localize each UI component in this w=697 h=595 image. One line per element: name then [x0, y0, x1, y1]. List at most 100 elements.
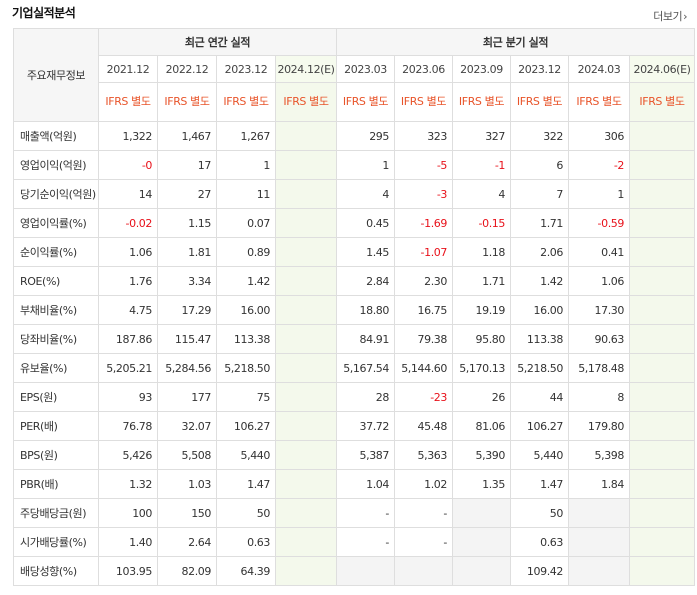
period-header: 2024.06(E) — [629, 55, 695, 83]
table-cell: 306 — [568, 121, 630, 151]
table-cell: 82.09 — [157, 556, 217, 586]
table-cell: 0.07 — [216, 208, 276, 238]
table-cell — [452, 498, 511, 528]
row-label[interactable]: 영업이익률(%) — [13, 208, 99, 238]
table-cell: 1.15 — [157, 208, 217, 238]
table-cell: 150 — [157, 498, 217, 528]
table-cell — [275, 237, 337, 267]
table-cell: -3 — [394, 179, 453, 209]
more-link[interactable]: 더보기› — [653, 8, 687, 24]
row-label[interactable]: 순이익률(%) — [13, 237, 99, 267]
table-cell: 17 — [157, 150, 217, 180]
table-cell: -23 — [394, 382, 453, 412]
table-cell: 4 — [452, 179, 511, 209]
table-cell: - — [336, 498, 395, 528]
table-cell: 1.02 — [394, 469, 453, 499]
row-label[interactable]: 매출액(억원) — [13, 121, 99, 151]
table-cell: 0.63 — [510, 527, 569, 557]
table-cell — [275, 469, 337, 499]
table-cell — [394, 556, 453, 586]
row-label[interactable]: 영업이익(억원) — [13, 150, 99, 180]
period-header: 2023.12 — [510, 55, 569, 83]
table-cell: 103.95 — [98, 556, 158, 586]
table-cell — [275, 411, 337, 441]
table-cell: 5,426 — [98, 440, 158, 470]
table-cell: 106.27 — [216, 411, 276, 441]
table-cell: 5,167.54 — [336, 353, 395, 383]
table-cell: 1.71 — [452, 266, 511, 296]
table-cell: - — [394, 498, 453, 528]
table-row: 시가배당률(%) 1.40 2.64 0.63- -0.63 — [13, 527, 695, 557]
table-cell: 5,218.50 — [216, 353, 276, 383]
table-row: 당기순이익(억원) 14 27 11 4 -3 4 7 1 — [13, 179, 695, 209]
table-cell: 5,170.13 — [452, 353, 511, 383]
row-label[interactable]: 배당성향(%) — [13, 556, 99, 586]
table-cell: 79.38 — [394, 324, 453, 354]
table-cell: 17.29 — [157, 295, 217, 325]
table-cell: 5,440 — [216, 440, 276, 470]
table-cell: 5,178.48 — [568, 353, 630, 383]
row-label[interactable]: PBR(배) — [13, 469, 99, 499]
table-cell — [629, 324, 695, 354]
row-label[interactable]: 부채비율(%) — [13, 295, 99, 325]
table-cell: -5 — [394, 150, 453, 180]
table-cell — [629, 527, 695, 557]
table-cell: 50 — [510, 498, 569, 528]
table-cell: 323 — [394, 121, 453, 151]
table-cell: 81.06 — [452, 411, 511, 441]
table-cell: 1.04 — [336, 469, 395, 499]
table-cell: 1.47 — [510, 469, 569, 499]
period-header: 2021.12 — [98, 55, 158, 83]
row-label[interactable]: 시가배당률(%) — [13, 527, 99, 557]
table-cell — [629, 179, 695, 209]
table-cell: -0.59 — [568, 208, 630, 238]
row-label[interactable]: 주당배당금(원) — [13, 498, 99, 528]
table-cell: 50 — [216, 498, 276, 528]
table-cell — [629, 382, 695, 412]
table-cell — [629, 556, 695, 586]
table-row: 순이익률(%) 1.06 1.81 0.89 1.45 -1.07 1.18 2.06 0.41 — [13, 237, 695, 267]
row-label[interactable]: 당기순이익(억원) — [13, 179, 99, 209]
row-label[interactable]: 유보율(%) — [13, 353, 99, 383]
table-cell — [629, 208, 695, 238]
table-cell: 16.75 — [394, 295, 453, 325]
table-cell: 90.63 — [568, 324, 630, 354]
table-cell: - — [394, 527, 453, 557]
table-cell: 1.06 — [98, 237, 158, 267]
table-cell: 2.64 — [157, 527, 217, 557]
table-cell: 64.39 — [216, 556, 276, 586]
table-cell: 1.47 — [216, 469, 276, 499]
table-cell — [452, 527, 511, 557]
table-cell: 0.41 — [568, 237, 630, 267]
table-cell: 5,144.60 — [394, 353, 453, 383]
basis-header: IFRS 별도 — [98, 82, 158, 122]
table-cell: 1.18 — [452, 237, 511, 267]
chevron-right-icon: › — [683, 10, 687, 23]
table-cell: 17.30 — [568, 295, 630, 325]
table-cell: 37.72 — [336, 411, 395, 441]
table-cell: 0.45 — [336, 208, 395, 238]
table-cell: 7 — [510, 179, 569, 209]
table-cell — [568, 527, 630, 557]
table-cell: 5,508 — [157, 440, 217, 470]
basis-header: IFRS 별도 — [510, 82, 569, 122]
table-cell: 8 — [568, 382, 630, 412]
period-header: 2023.06 — [394, 55, 453, 83]
table-cell: 93 — [98, 382, 158, 412]
row-label[interactable]: 당좌비율(%) — [13, 324, 99, 354]
row-label[interactable]: PER(배) — [13, 411, 99, 441]
table-row: 당좌비율(%) 187.86 115.47 113.38 84.91 79.38 95.80… — [13, 324, 695, 354]
row-label[interactable]: EPS(원) — [13, 382, 99, 412]
table-cell: 113.38 — [216, 324, 276, 354]
table-row: ROE(%) 1.76 3.34 1.42 2.84 2.30 1.71 1.42 1.06 — [13, 266, 695, 296]
table-cell: 5,387 — [336, 440, 395, 470]
period-header: 2024.12(E) — [275, 55, 337, 83]
row-label[interactable]: BPS(원) — [13, 440, 99, 470]
table-cell: 1.32 — [98, 469, 158, 499]
section-title: 기업실적분석 — [12, 6, 76, 20]
table-cell: -1 — [452, 150, 511, 180]
table-cell: 76.78 — [98, 411, 158, 441]
table-cell — [275, 353, 337, 383]
row-label[interactable]: ROE(%) — [13, 266, 99, 296]
table-cell: 1.35 — [452, 469, 511, 499]
